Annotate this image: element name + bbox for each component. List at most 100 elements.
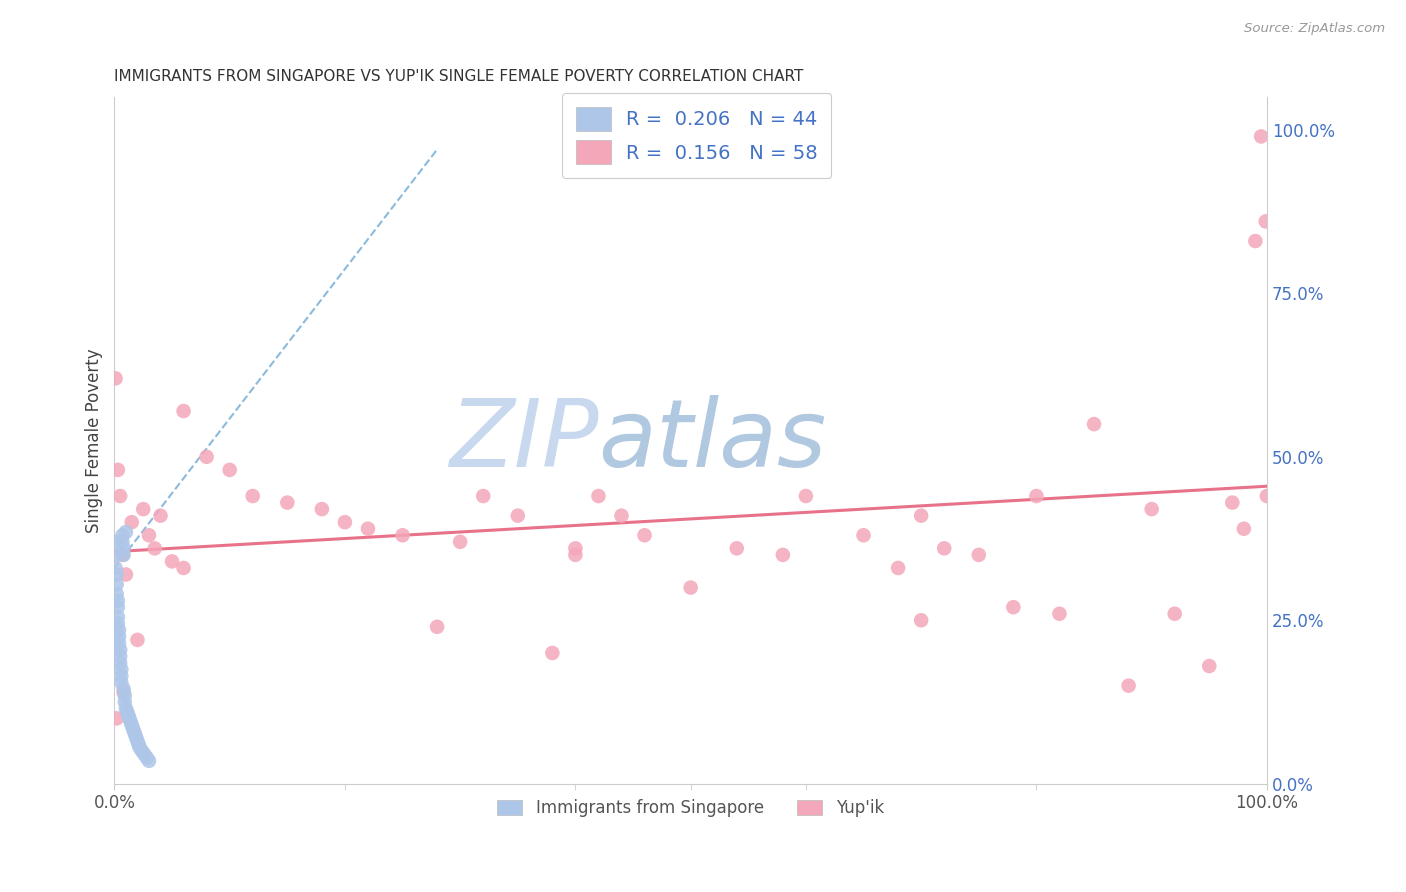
Point: [967, 548, 990, 562]
Point: [357, 522, 380, 536]
Point: [633, 528, 655, 542]
Point: [1140, 502, 1163, 516]
Point: [112, 548, 135, 562]
Point: [115, 524, 138, 539]
Point: [108, 489, 131, 503]
Point: [426, 620, 449, 634]
Point: [121, 515, 143, 529]
Point: [242, 489, 264, 503]
Point: [541, 646, 564, 660]
Point: [138, 754, 160, 768]
Point: [121, 718, 143, 732]
Point: [107, 463, 129, 477]
Point: [1254, 214, 1277, 228]
Point: [1233, 522, 1256, 536]
Point: [107, 600, 129, 615]
Point: [105, 577, 128, 591]
Point: [112, 681, 135, 696]
Point: [173, 404, 195, 418]
Point: [107, 616, 129, 631]
Point: [118, 711, 141, 725]
Point: [1250, 129, 1272, 144]
Point: [138, 528, 160, 542]
Point: [195, 450, 218, 464]
Point: [934, 541, 956, 556]
Point: [1163, 607, 1185, 621]
Point: [120, 714, 142, 729]
Text: ZIP: ZIP: [449, 395, 599, 486]
Point: [887, 561, 910, 575]
Point: [132, 502, 155, 516]
Point: [679, 581, 702, 595]
Point: [104, 548, 127, 562]
Point: [115, 567, 138, 582]
Point: [472, 489, 495, 503]
Point: [128, 740, 150, 755]
Point: [114, 695, 136, 709]
Point: [276, 495, 298, 509]
Point: [115, 705, 138, 719]
Point: [121, 721, 143, 735]
Point: [108, 630, 131, 644]
Point: [506, 508, 529, 523]
Point: [107, 593, 129, 607]
Point: [1256, 489, 1278, 503]
Point: [111, 534, 134, 549]
Point: [564, 541, 586, 556]
Point: [108, 636, 131, 650]
Point: [564, 548, 586, 562]
Point: [910, 508, 932, 523]
Point: [117, 708, 139, 723]
Point: [391, 528, 413, 542]
Point: [725, 541, 748, 556]
Point: [124, 728, 146, 742]
Point: [111, 528, 134, 542]
Point: [910, 613, 932, 627]
Point: [1198, 659, 1220, 673]
Point: [610, 508, 633, 523]
Point: [104, 534, 127, 549]
Point: [104, 371, 127, 385]
Point: [127, 632, 149, 647]
Point: [311, 502, 333, 516]
Point: [110, 669, 132, 683]
Point: [110, 662, 132, 676]
Point: [111, 548, 134, 562]
Point: [794, 489, 817, 503]
Point: [107, 610, 129, 624]
Point: [143, 541, 166, 556]
Point: [108, 642, 131, 657]
Point: [112, 541, 135, 556]
Point: [122, 724, 145, 739]
Point: [852, 528, 875, 542]
Text: Source: ZipAtlas.com: Source: ZipAtlas.com: [1244, 22, 1385, 36]
Point: [131, 744, 153, 758]
Point: [108, 656, 131, 670]
Point: [105, 711, 128, 725]
Legend: Immigrants from Singapore, Yup'ik: Immigrants from Singapore, Yup'ik: [491, 792, 890, 823]
Point: [449, 534, 471, 549]
Point: [115, 701, 138, 715]
Point: [588, 489, 610, 503]
Point: [105, 587, 128, 601]
Point: [1025, 489, 1047, 503]
Point: [1083, 417, 1105, 431]
Point: [134, 747, 156, 762]
Text: IMMIGRANTS FROM SINGAPORE VS YUP'IK SINGLE FEMALE POVERTY CORRELATION CHART: IMMIGRANTS FROM SINGAPORE VS YUP'IK SING…: [114, 69, 804, 84]
Point: [104, 561, 127, 575]
Point: [112, 685, 135, 699]
Point: [218, 463, 240, 477]
Point: [108, 649, 131, 664]
Text: atlas: atlas: [599, 395, 827, 486]
Point: [333, 515, 356, 529]
Point: [127, 734, 149, 748]
Point: [1244, 234, 1267, 248]
Point: [1002, 600, 1025, 615]
Point: [108, 623, 131, 637]
Point: [110, 675, 132, 690]
Point: [114, 689, 136, 703]
Point: [1049, 607, 1071, 621]
Y-axis label: Single Female Poverty: Single Female Poverty: [86, 348, 103, 533]
Point: [128, 738, 150, 752]
Point: [1118, 679, 1140, 693]
